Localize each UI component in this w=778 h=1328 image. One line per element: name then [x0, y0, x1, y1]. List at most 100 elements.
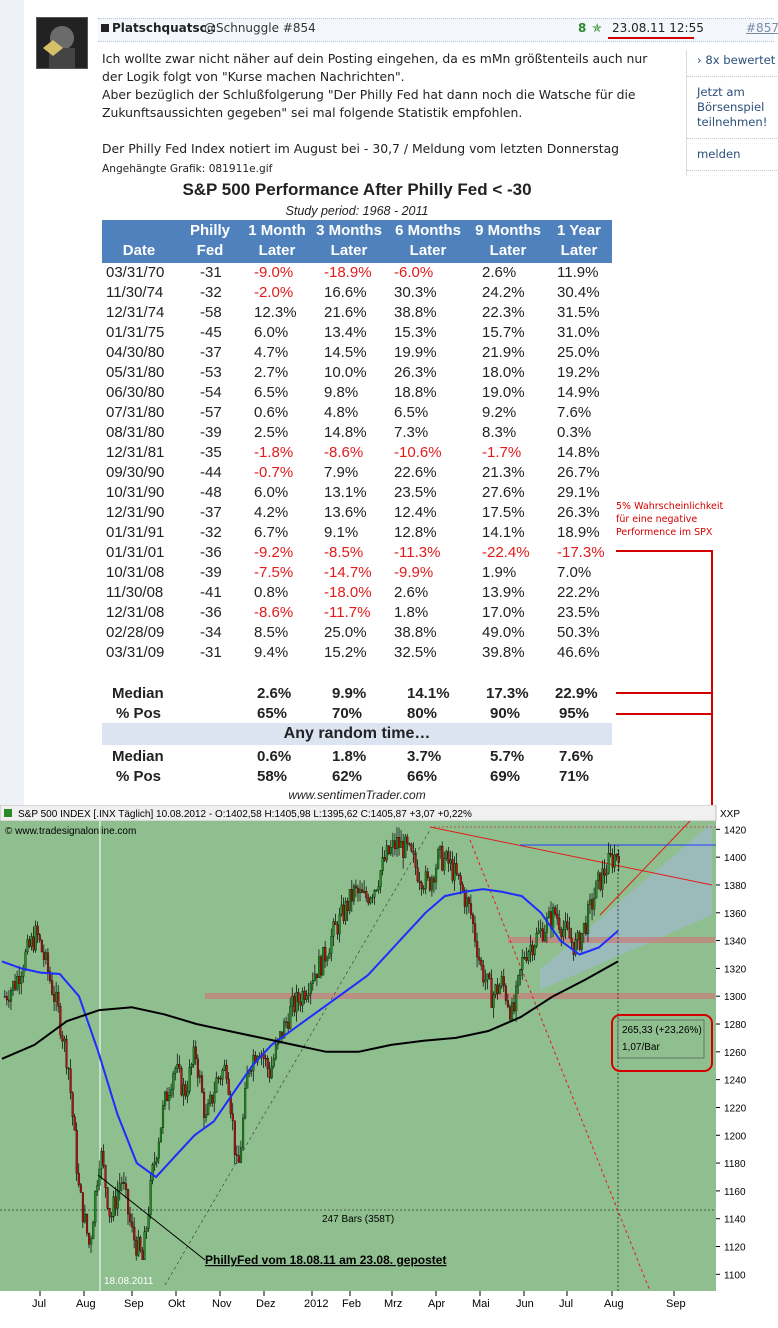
table-cell: 1.8%	[394, 604, 429, 621]
summary-cell: 1.8%	[332, 748, 367, 765]
candle	[24, 948, 27, 972]
header-cell: Fed	[196, 242, 224, 259]
candle	[303, 986, 306, 1004]
table-cell: 26.3%	[557, 504, 600, 521]
candle	[211, 1094, 214, 1107]
candle	[445, 849, 448, 861]
philly-fed-table: S&P 500 Performance After Philly Fed < -…	[102, 177, 612, 807]
report-link[interactable]: melden	[697, 147, 741, 161]
candle	[71, 1091, 74, 1126]
table-cell: 11/30/08	[106, 584, 164, 601]
candle	[377, 880, 380, 894]
table-cell: 21.6%	[324, 304, 367, 321]
table-row: 03/31/09 -31 9.4% 15.2% 32.5% 39.8% 46.6%	[102, 643, 612, 663]
candle	[439, 845, 442, 859]
candle	[474, 915, 477, 948]
table-cell: 10/31/90	[106, 484, 165, 501]
candle	[215, 1071, 218, 1093]
y-tick-label: 1420	[724, 825, 747, 836]
table-row: 01/31/01 -36 -9.2% -8.5% -11.3% -22.4% -17.3%	[102, 543, 612, 563]
table-row: 05/31/80 -53 2.7% 10.0% 26.3% 18.0% 19.2%	[102, 363, 612, 383]
candle	[137, 1229, 140, 1258]
x-tick-label: Sep	[666, 1298, 686, 1310]
candle	[16, 970, 19, 992]
post-number-link[interactable]: #857	[746, 21, 778, 35]
candle	[161, 1100, 165, 1134]
table-cell: -9.2%	[254, 544, 294, 561]
candle	[603, 859, 606, 884]
candle	[49, 966, 52, 984]
candle	[527, 949, 530, 965]
table-cell: -39	[200, 564, 222, 581]
table-cell: 04/30/80	[106, 344, 165, 361]
summary-label: Median	[112, 685, 164, 702]
table-cell: 0.6%	[254, 404, 289, 421]
table-cell: 14.8%	[557, 444, 600, 461]
table-title: S&P 500 Performance After Philly Fed < -…	[182, 180, 532, 199]
table-row: 12/31/08 -36 -8.6% -11.7% 1.8% 17.0% 23.5%	[102, 603, 612, 623]
candle	[289, 997, 292, 1030]
candle	[447, 846, 450, 873]
table-cell: -8.6%	[324, 444, 364, 461]
y-tick-label: 1260	[724, 1048, 747, 1059]
table-cell: 25.0%	[324, 624, 367, 641]
candle	[432, 875, 436, 893]
candle	[131, 1213, 134, 1233]
candle	[118, 1172, 121, 1201]
table-cell: 6.0%	[254, 484, 289, 501]
table-cell: -45	[200, 324, 222, 341]
candle	[469, 894, 473, 920]
table-cell: 12.4%	[394, 504, 437, 521]
candle	[178, 1055, 181, 1073]
x-tick-label: 2012	[304, 1298, 328, 1310]
avatar-image	[37, 18, 87, 68]
table-cell: 7.6%	[557, 404, 592, 421]
table-cell: 6.0%	[254, 324, 289, 341]
candle	[133, 1217, 136, 1249]
reply-reference[interactable]: @Schnuggle #854	[204, 21, 316, 35]
table-cell: -11.7%	[324, 604, 371, 621]
candle	[354, 879, 358, 898]
post-text-line: Aber bezüglich der Schlußfolgerung "Der …	[102, 87, 636, 102]
candle	[59, 1002, 62, 1040]
candle	[225, 1059, 228, 1085]
table-cell: -37	[200, 344, 222, 361]
table-row: 09/30/90 -44 -0.7% 7.9% 22.6% 21.3% 26.7%	[102, 463, 612, 483]
table-cell: -36	[200, 604, 222, 621]
x-tick-label: Okt	[168, 1298, 185, 1310]
candle	[500, 970, 503, 989]
header-cell: 3 Months	[316, 222, 382, 239]
candle	[315, 973, 319, 987]
candle	[266, 1055, 269, 1078]
post-author[interactable]: Platschquatsc.:	[112, 21, 217, 35]
summary-cell: 14.1%	[407, 685, 450, 702]
candle	[430, 874, 434, 897]
candle	[529, 934, 532, 963]
candle	[200, 1071, 204, 1094]
random-median-row: Median 0.6% 1.8% 3.7% 5.7% 7.6%	[102, 746, 612, 767]
table-cell: 2.5%	[254, 424, 289, 441]
candle	[338, 907, 341, 943]
candle	[186, 1080, 189, 1104]
table-cell: 31.5%	[557, 304, 600, 321]
support-band	[508, 937, 715, 943]
table-cell: 24.2%	[482, 284, 525, 301]
rating-star-icon[interactable]: ✯	[592, 21, 603, 35]
boersenspiel-link[interactable]: Jetzt am Börsenspiel teilnehmen!	[697, 85, 768, 129]
candle	[287, 1013, 290, 1034]
candle	[42, 944, 45, 967]
summary-cell: 5.7%	[490, 748, 525, 765]
candle	[168, 1087, 171, 1111]
candle	[145, 1226, 148, 1239]
date-label: 18.08.2011	[104, 1276, 154, 1287]
candle	[242, 1113, 245, 1151]
candle	[595, 880, 598, 899]
rated-link[interactable]: › 8x bewertet	[697, 53, 776, 67]
candle	[422, 885, 425, 894]
candle	[14, 974, 17, 992]
candle	[205, 1104, 208, 1123]
candle	[578, 930, 581, 952]
table-cell: 01/31/01	[106, 544, 165, 561]
candle	[10, 987, 13, 1011]
avatar[interactable]	[36, 17, 88, 69]
